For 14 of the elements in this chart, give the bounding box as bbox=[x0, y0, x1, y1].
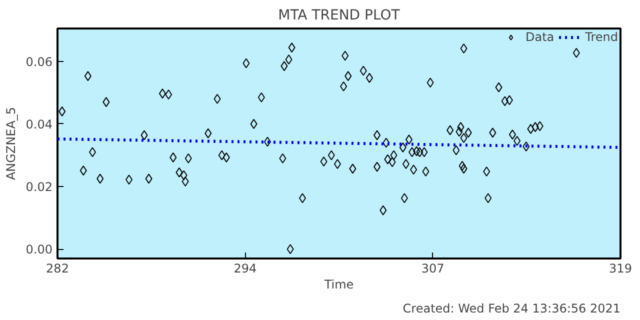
chart-title: MTA TREND PLOT bbox=[278, 8, 400, 24]
legend-label: Trend bbox=[585, 30, 618, 44]
y-tick-label: 0.06 bbox=[26, 54, 52, 69]
y-tick-label: 0.00 bbox=[26, 242, 52, 257]
x-axis-title: Time bbox=[323, 278, 354, 292]
y-axis-title: ANGZNEA_5 bbox=[4, 106, 18, 180]
x-tick-label: 282 bbox=[46, 262, 69, 276]
y-tick-label: 0.04 bbox=[26, 117, 52, 132]
x-tick-label: 307 bbox=[421, 262, 444, 276]
x-tick-label: 294 bbox=[234, 262, 257, 276]
text: Created: Wed Feb 24 13:36:56 2021 bbox=[402, 302, 620, 316]
legend-label: Data bbox=[526, 30, 554, 44]
y-tick-label: 0.02 bbox=[26, 180, 52, 194]
x-tick-label: 319 bbox=[609, 262, 632, 276]
